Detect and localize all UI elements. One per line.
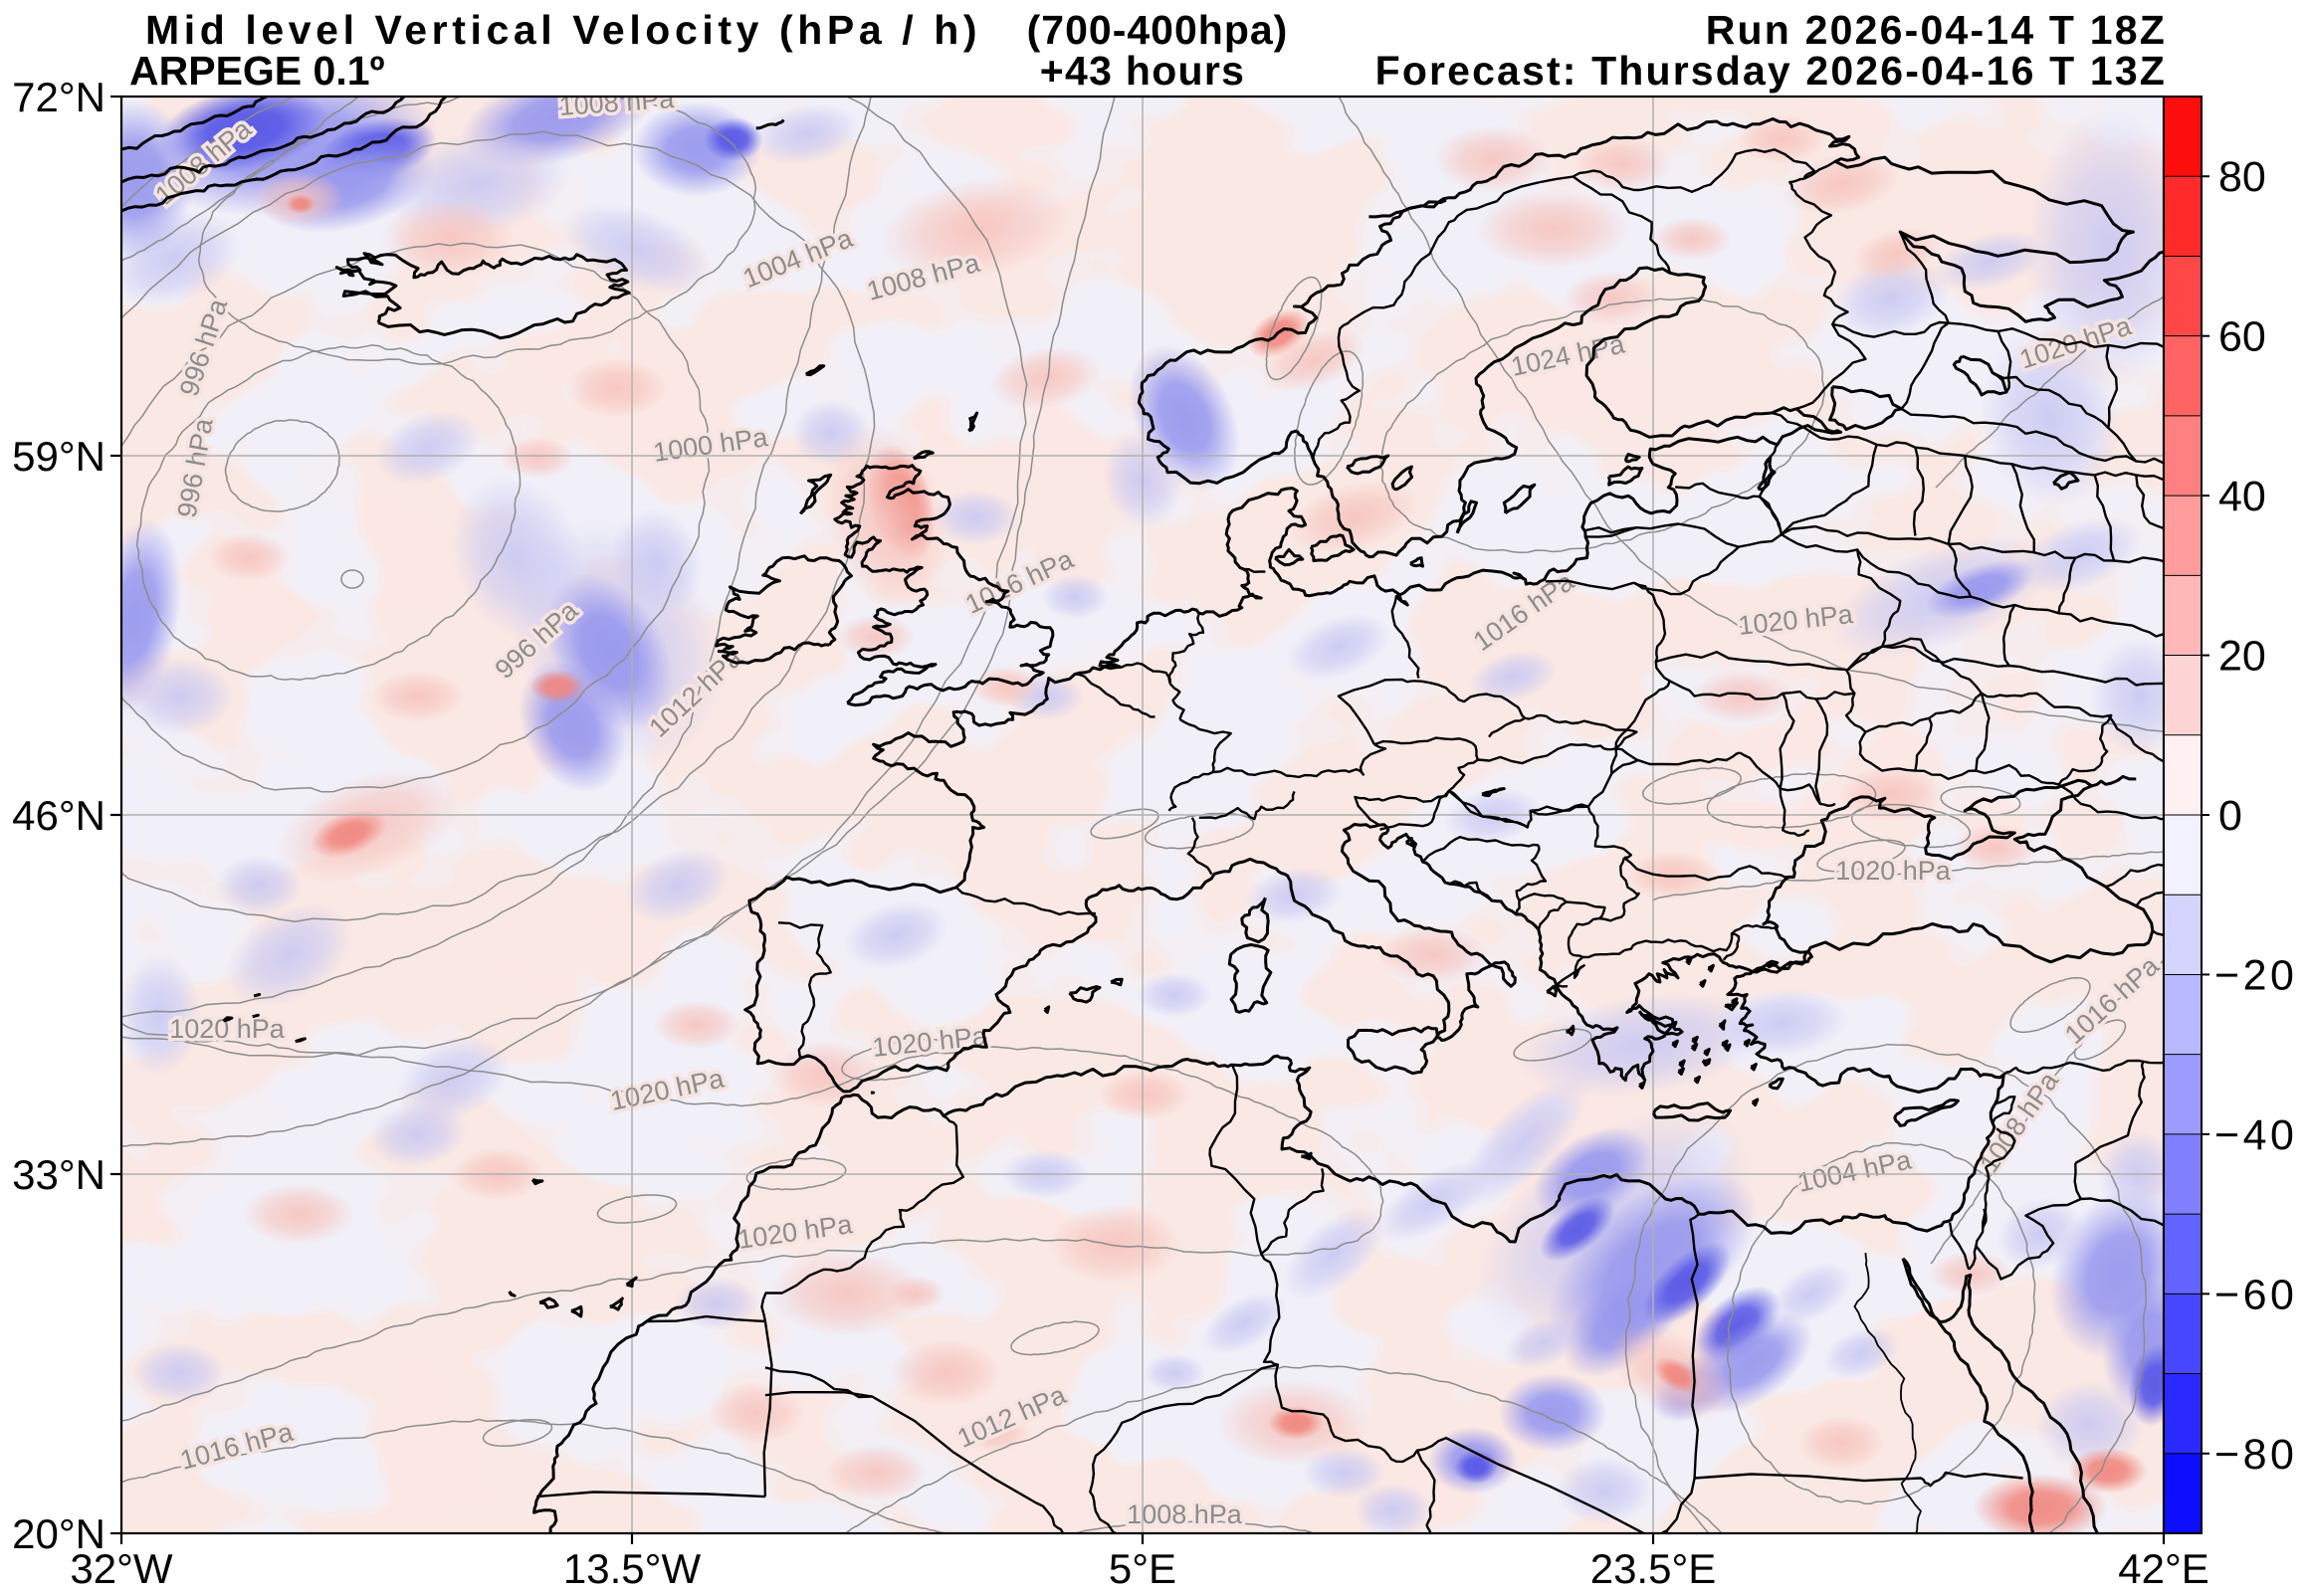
svg-text:32°W: 32°W	[70, 1545, 173, 1592]
svg-text:Mid level Vertical Velocity (h: Mid level Vertical Velocity (hPa / h)	[145, 7, 981, 53]
svg-text:80: 80	[2218, 153, 2266, 201]
svg-text:60: 60	[2218, 313, 2266, 361]
svg-text:Run 2026-04-14 T 18Z: Run 2026-04-14 T 18Z	[1706, 7, 2167, 53]
svg-text:ARPEGE 0.1º: ARPEGE 0.1º	[129, 48, 385, 94]
svg-text:−20: −20	[2214, 951, 2297, 999]
svg-text:1008 hPa: 1008 hPa	[1127, 1499, 1243, 1529]
svg-text:40: 40	[2218, 473, 2266, 520]
svg-text:46°N: 46°N	[12, 792, 105, 839]
svg-text:5°E: 5°E	[1109, 1545, 1176, 1592]
svg-text:20°N: 20°N	[12, 1510, 105, 1557]
svg-text:23.5°E: 23.5°E	[1590, 1545, 1717, 1592]
svg-text:20: 20	[2218, 633, 2266, 681]
svg-text:1020 hPa: 1020 hPa	[1835, 856, 1952, 886]
svg-text:Forecast: Thursday 2026-04-16: Forecast: Thursday 2026-04-16 T 13Z	[1375, 48, 2167, 94]
svg-text:+43 hours: +43 hours	[1040, 48, 1246, 94]
svg-text:13.5°W: 13.5°W	[563, 1545, 702, 1592]
svg-text:−40: −40	[2214, 1111, 2297, 1159]
svg-text:−80: −80	[2214, 1431, 2297, 1479]
svg-text:(700-400hpa): (700-400hpa)	[1027, 7, 1289, 53]
svg-text:−60: −60	[2214, 1271, 2297, 1318]
svg-text:33°N: 33°N	[12, 1151, 105, 1198]
svg-text:42°E: 42°E	[2118, 1545, 2209, 1592]
svg-text:59°N: 59°N	[12, 433, 105, 480]
svg-text:72°N: 72°N	[12, 74, 105, 120]
svg-text:0: 0	[2218, 792, 2242, 840]
